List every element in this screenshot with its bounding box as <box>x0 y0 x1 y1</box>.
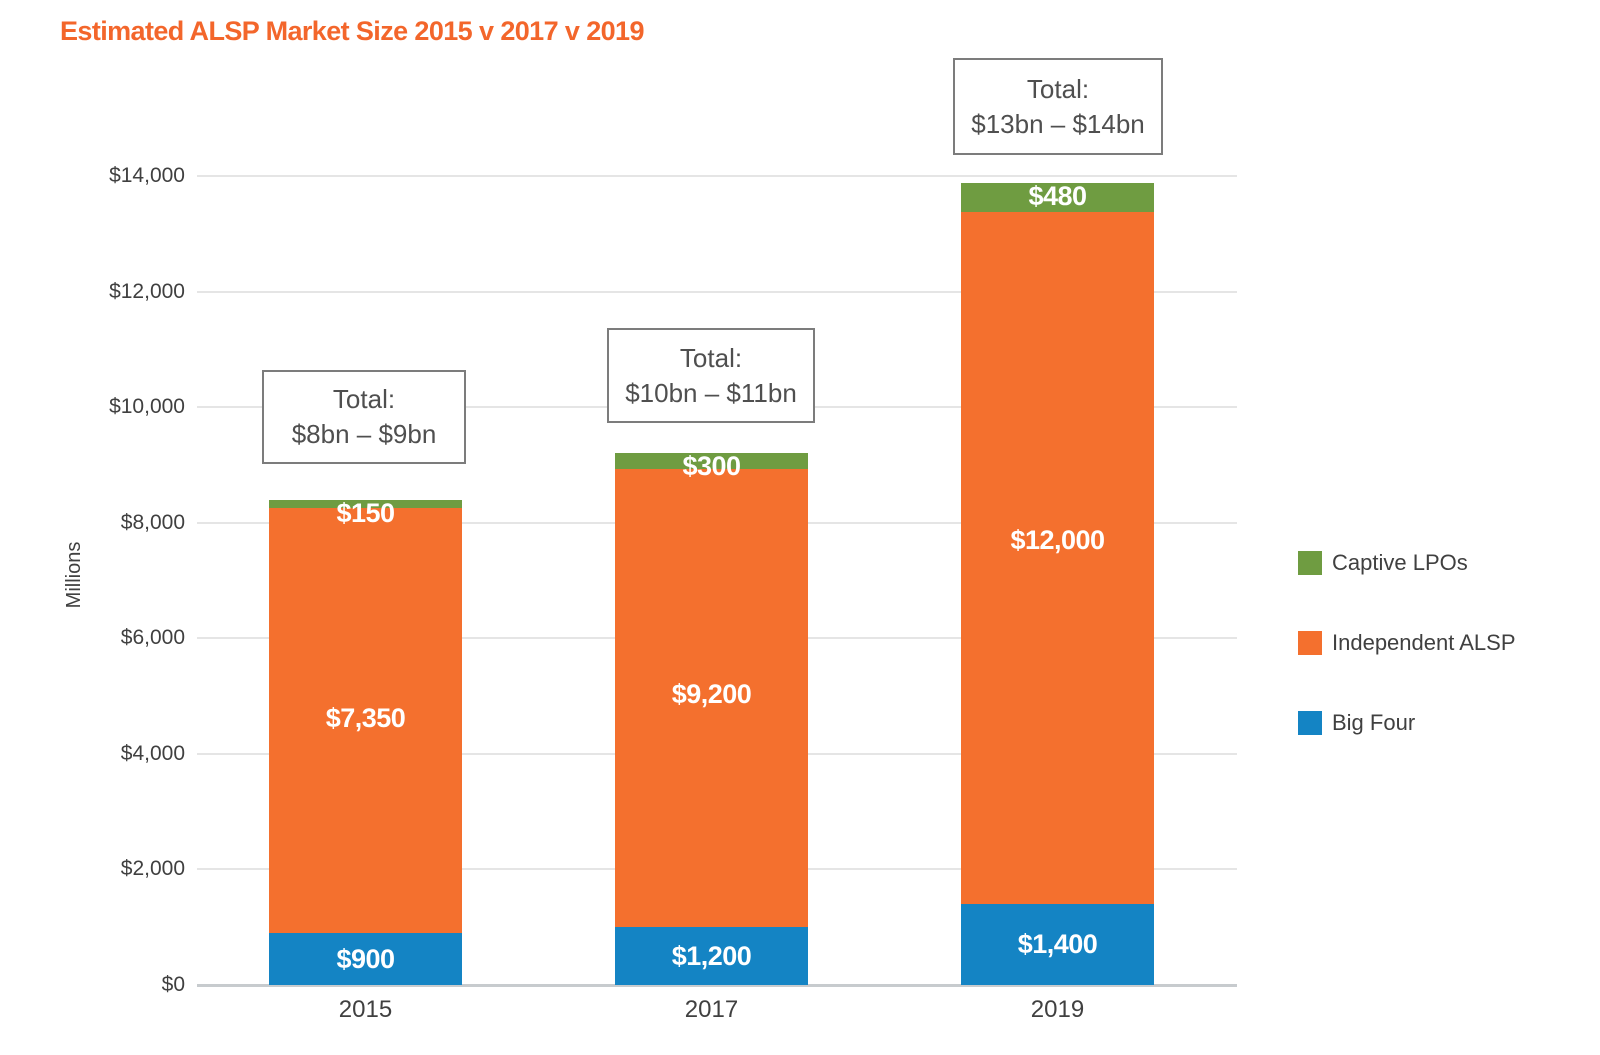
gridline <box>197 290 1237 293</box>
total-box-line1: Total: <box>1026 73 1090 104</box>
y-tick-label: $12,000 <box>109 279 185 303</box>
y-tick-label: $14,000 <box>109 164 185 187</box>
total-box-line1: Total: <box>332 384 396 414</box>
bar-segment-independent_alsp-2017 <box>615 469 808 927</box>
bar-value-label: $1,400 <box>1017 929 1098 959</box>
legend-item-big_four: Big Four <box>1298 710 1588 736</box>
total-box-2015: Total: $8bn – $9bn <box>262 370 466 464</box>
bar-value-label: $300 <box>682 451 741 481</box>
bar-segment-independent_alsp-2015 <box>269 508 462 933</box>
legend-swatch-big_four <box>1298 711 1322 735</box>
bar-value-label: $12,000 <box>1010 525 1105 555</box>
bar-value-label: $480 <box>1028 181 1087 211</box>
bar-segment-independent_alsp-2019 <box>961 212 1154 904</box>
x-axis-line <box>197 984 1237 987</box>
y-tick-label: $2,000 <box>120 857 185 881</box>
bar-segment-big_four-2015: $900 <box>269 933 462 985</box>
bar-segment-captive_lpos-2017 <box>615 453 808 469</box>
bar-segment-captive_lpos-2015 <box>269 500 462 508</box>
total-box-2017: Total: $10bn – $11bn <box>607 328 815 423</box>
gridline <box>197 175 1237 177</box>
total-box-line1: Total: <box>679 342 743 373</box>
y-tick-label: $0 <box>161 973 185 996</box>
x-category-label: 2015 <box>338 996 393 1023</box>
x-category-label: 2019 <box>1030 996 1085 1023</box>
bar-segment-big_four-2019: $1,400 <box>961 904 1154 985</box>
bar-value-label: $150 <box>336 498 395 528</box>
y-tick-label: $10,000 <box>109 395 185 419</box>
bar-segment-big_four-2017: $1,200 <box>615 927 808 985</box>
bar-value-label: $9,200 <box>671 679 752 709</box>
bar-value-label: $7,350 <box>325 703 406 733</box>
chart-title: Estimated ALSP Market Size 2015 v 2017 v… <box>60 16 644 46</box>
y-tick-label: $8,000 <box>120 510 185 534</box>
legend-swatch-independent_alsp <box>1298 631 1322 655</box>
y-tick-label: $6,000 <box>120 626 185 650</box>
total-box-line2: $13bn – $14bn <box>971 108 1145 139</box>
bar-value-label: $900 <box>336 943 395 974</box>
legend-label: Captive LPOs <box>1332 550 1468 575</box>
total-box-line2: $8bn – $9bn <box>291 419 437 449</box>
legend-item-independent_alsp: Independent ALSP <box>1298 630 1588 656</box>
bar-segment-captive_lpos-2019 <box>961 183 1154 212</box>
legend-label: Big Four <box>1332 710 1416 735</box>
legend-item-captive_lpos: Captive LPOs <box>1298 550 1588 576</box>
total-box-2019: Total: $13bn – $14bn <box>953 58 1163 155</box>
legend-label: Independent ALSP <box>1332 630 1516 655</box>
y-tick-label: $4,000 <box>120 741 185 765</box>
legend-swatch-captive_lpos <box>1298 551 1322 575</box>
x-category-label: 2017 <box>684 996 739 1023</box>
bar-value-label: $1,200 <box>671 940 752 971</box>
total-box-line2: $10bn – $11bn <box>625 377 797 408</box>
